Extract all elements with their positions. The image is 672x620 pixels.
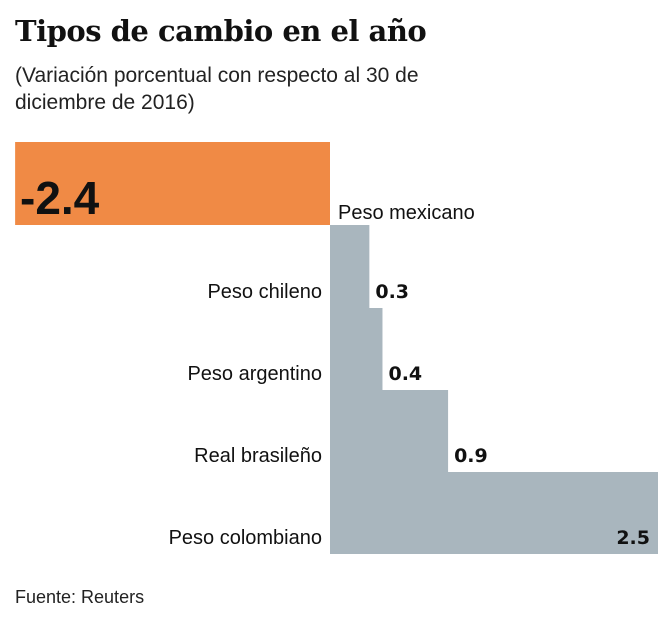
source-note: Fuente: Reuters [15, 587, 145, 607]
value-label: -2.4 [20, 172, 100, 224]
category-label: Peso mexicano [338, 202, 475, 224]
bar-peso-mexicano [15, 142, 331, 225]
category-label: Real brasileño [194, 445, 322, 467]
category-label: Peso chileno [207, 281, 322, 303]
value-label: 2.5 [616, 527, 650, 549]
value-label: 0.9 [454, 445, 488, 467]
value-label: 0.4 [388, 363, 422, 385]
category-label: Peso colombiano [169, 527, 322, 549]
chart-subtitle: (Variación porcentual con respecto al 30… [15, 64, 419, 114]
chart-title: Tipos de cambio en el año [15, 14, 427, 48]
value-label: 0.3 [375, 281, 409, 303]
bar-peso-chileno [330, 225, 370, 308]
bar-real-brasileño [330, 390, 449, 472]
category-label: Peso argentino [187, 363, 322, 385]
bar-peso-colombiano [330, 472, 658, 554]
bar-peso-argentino [330, 308, 383, 390]
